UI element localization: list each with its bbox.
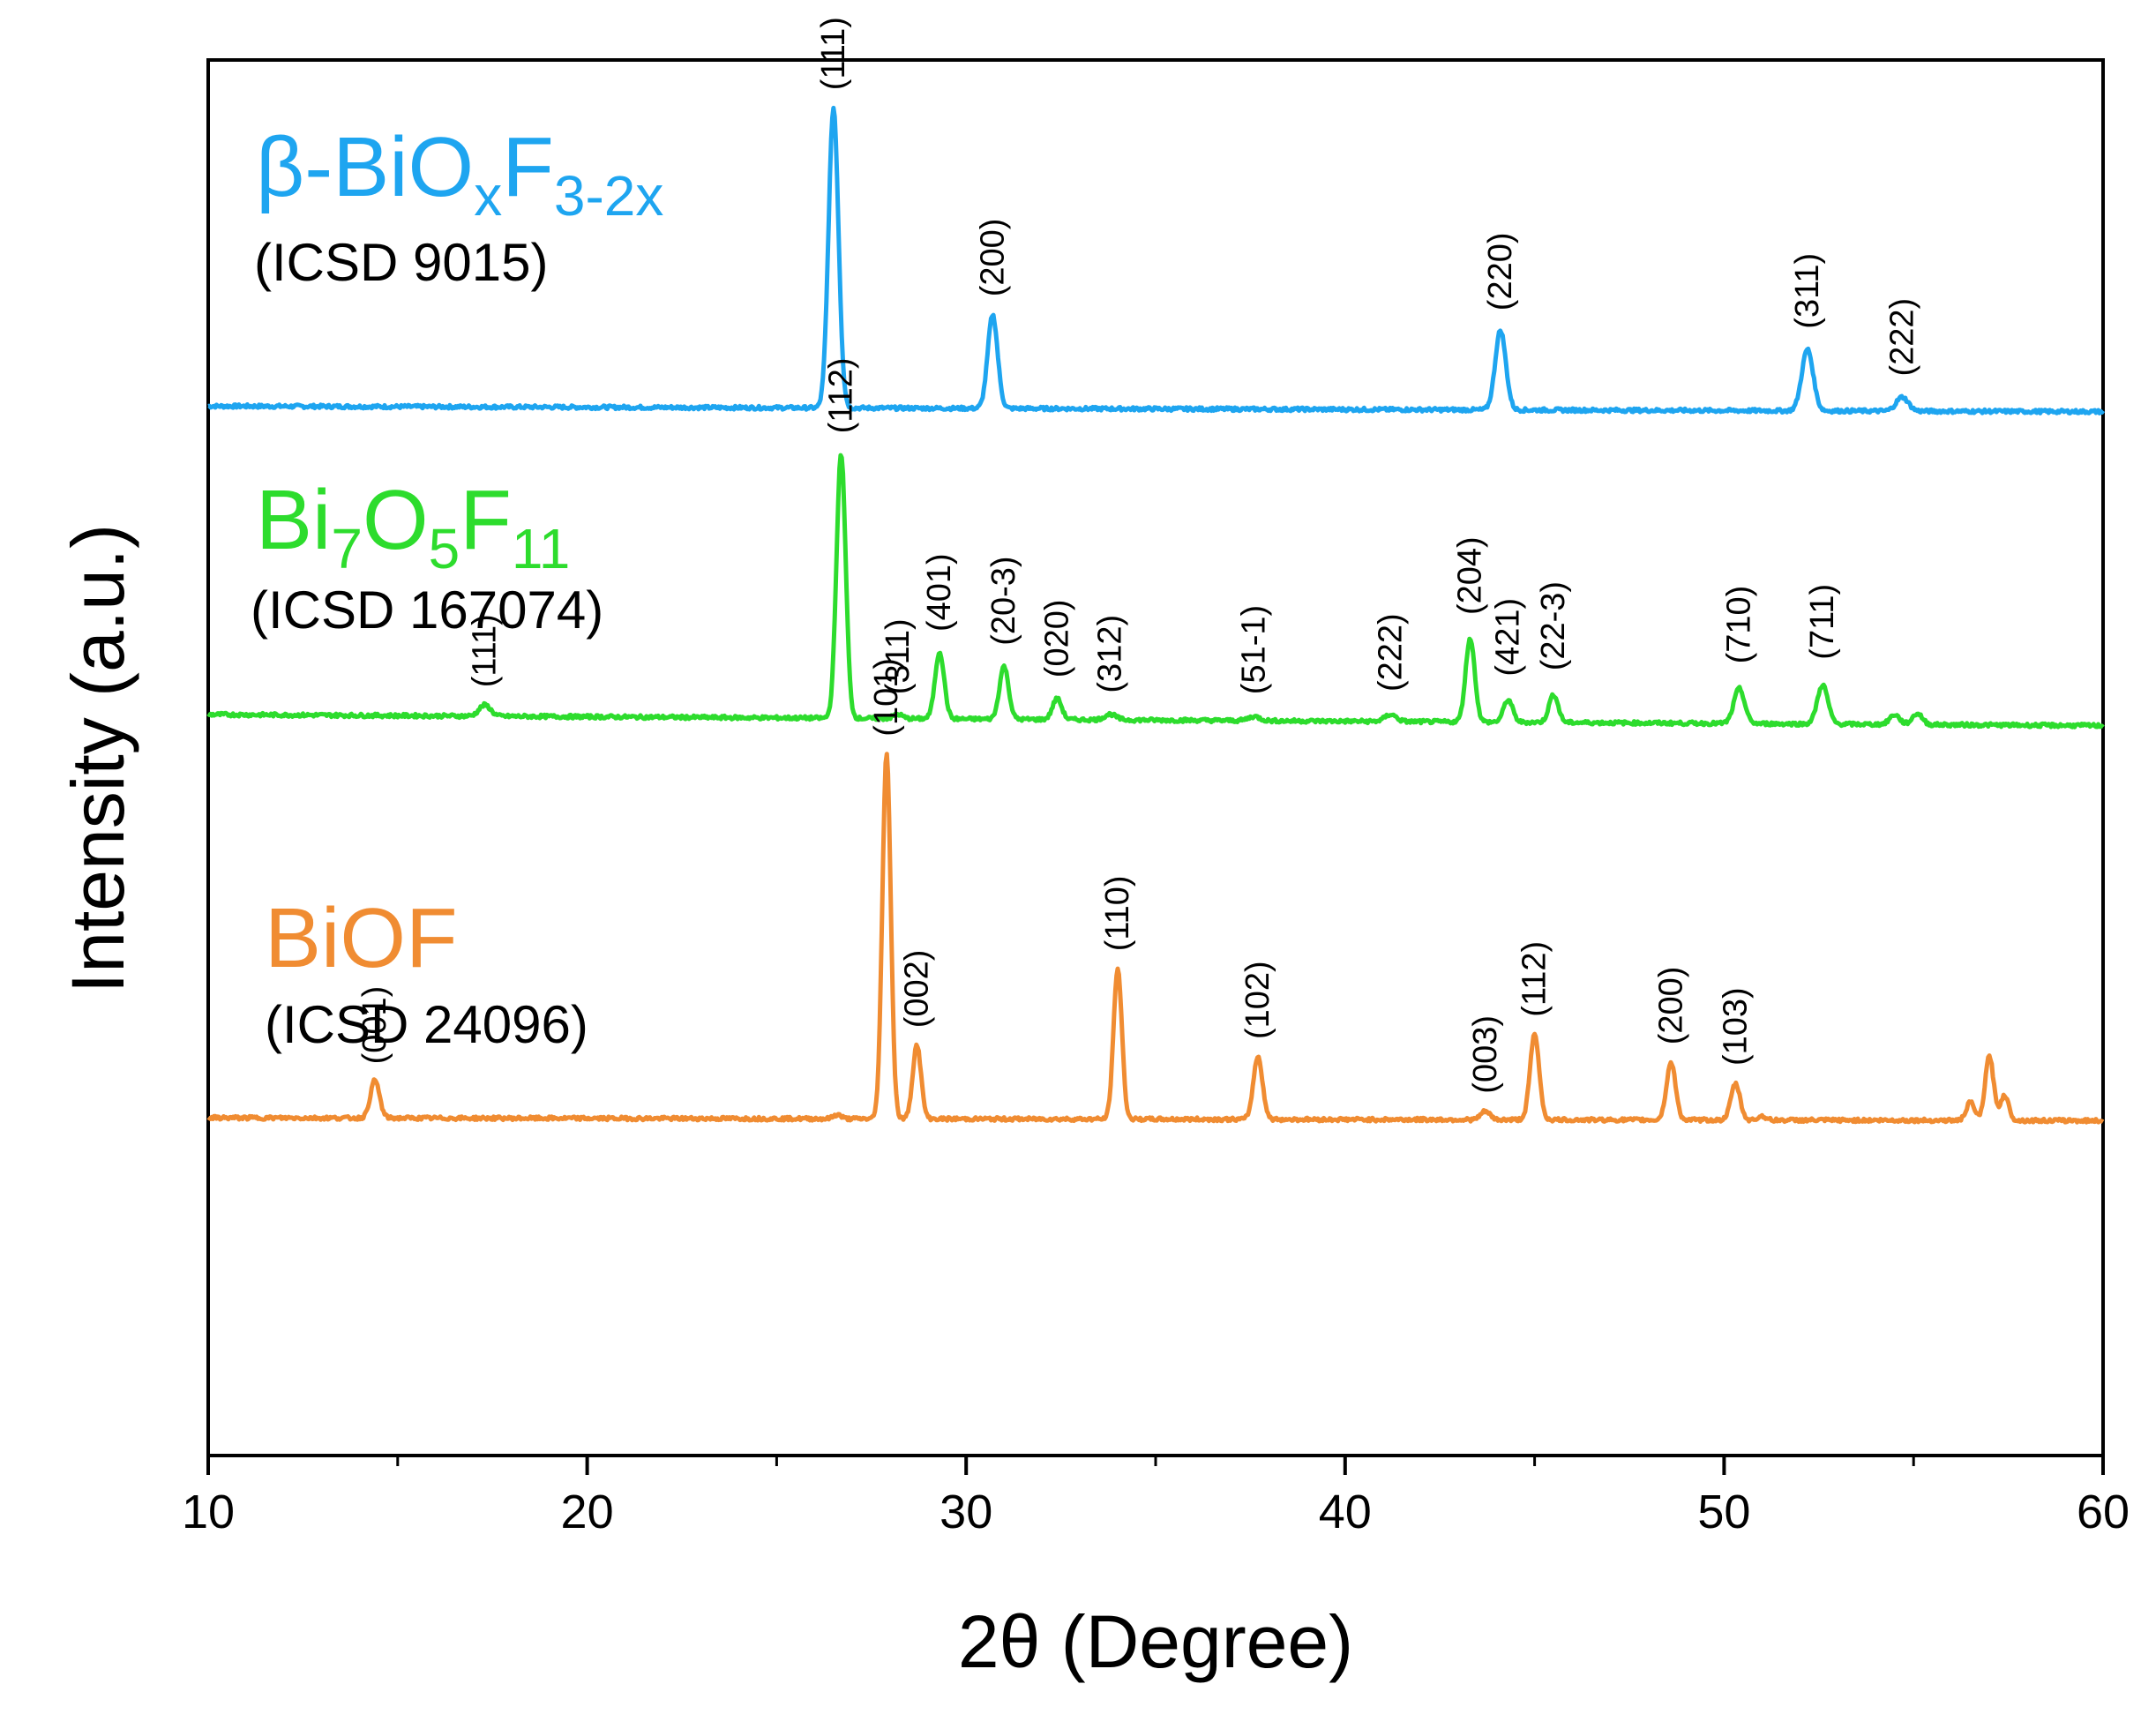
- peak-label-beta-3: (311): [1789, 253, 1826, 329]
- y-axis-title: Intensity (a.u.): [56, 524, 139, 993]
- x-tick-label-10: 10: [182, 1486, 235, 1538]
- peak-label-biof-9: (103): [1717, 987, 1754, 1066]
- peak-label-biof-0: (001): [356, 986, 393, 1065]
- peak-label-biof-7: (112): [1516, 941, 1553, 1017]
- peak-label-beta-0: (111): [815, 17, 852, 90]
- series-label-beta: β-BiOxF3-2x (ICSD 9015): [254, 120, 663, 292]
- x-tick-label-60: 60: [2077, 1486, 2130, 1538]
- peak-labels: (111) (200) (220) (311) (222) (111) (112) (311)…: [356, 17, 1920, 1094]
- peak-label-bi7-11: (22-3): [1535, 581, 1572, 670]
- series-line-bi7: [206, 453, 2105, 730]
- peak-label-biof-2: (101): [868, 658, 905, 737]
- peak-label-biof-3: (002): [898, 950, 935, 1029]
- peak-label-bi7-10: (421): [1490, 598, 1527, 677]
- x-axis-title: 2θ (Degree): [958, 1600, 1353, 1683]
- peak-label-bi7-5: (020): [1038, 599, 1075, 677]
- series-ref-beta: (ICSD 9015): [254, 233, 548, 292]
- peak-label-bi7-3: (401): [921, 553, 958, 632]
- peak-label-bi7-1: (112): [822, 358, 859, 434]
- series-line-beta: [206, 105, 2106, 415]
- peak-label-bi7-8: (222): [1372, 613, 1409, 692]
- peak-label-biof-5: (102): [1239, 961, 1276, 1039]
- series-label-biof: BiOF (ICSD 24096): [265, 891, 588, 1054]
- series-ref-bi7: (ICSD 167074): [251, 580, 603, 640]
- x-tick-label-30: 30: [940, 1486, 992, 1538]
- x-axis-ticks: 10 20 30 40 50 60: [182, 1456, 2130, 1538]
- peak-label-bi7-13: (711): [1804, 584, 1841, 660]
- peak-label-biof-8: (200): [1652, 967, 1689, 1045]
- peak-label-bi7-2: (311): [880, 618, 917, 694]
- peak-label-bi7-4: (20-3): [985, 556, 1022, 645]
- peak-label-biof-4: (110): [1099, 875, 1136, 951]
- series-name-beta: β-BiOxF3-2x: [256, 120, 663, 228]
- peak-label-beta-1: (200): [974, 219, 1011, 297]
- series-name-biof: BiOF: [265, 891, 458, 985]
- peak-label-beta-2: (220): [1482, 232, 1519, 311]
- peak-label-bi7-6: (312): [1091, 615, 1128, 693]
- x-tick-label-50: 50: [1697, 1486, 1750, 1538]
- peak-label-bi7-7: (51-1): [1236, 605, 1273, 694]
- peak-label-bi7-0: (111): [467, 614, 504, 687]
- x-tick-label-20: 20: [561, 1486, 614, 1538]
- x-tick-label-40: 40: [1319, 1486, 1372, 1538]
- peak-label-biof-6: (003): [1467, 1015, 1504, 1094]
- series-label-bi7: Bi7O5F11 (ICSD 167074): [251, 473, 603, 640]
- peak-label-bi7-12: (710): [1721, 586, 1758, 664]
- series-curves: [206, 105, 2106, 1125]
- peak-label-bi7-9: (204): [1452, 536, 1489, 615]
- peak-label-beta-4: (222): [1883, 298, 1920, 377]
- series-ref-biof: (ICSD 24096): [265, 995, 588, 1054]
- series-name-bi7: Bi7O5F11: [256, 473, 570, 580]
- series-line-biof: [206, 752, 2105, 1125]
